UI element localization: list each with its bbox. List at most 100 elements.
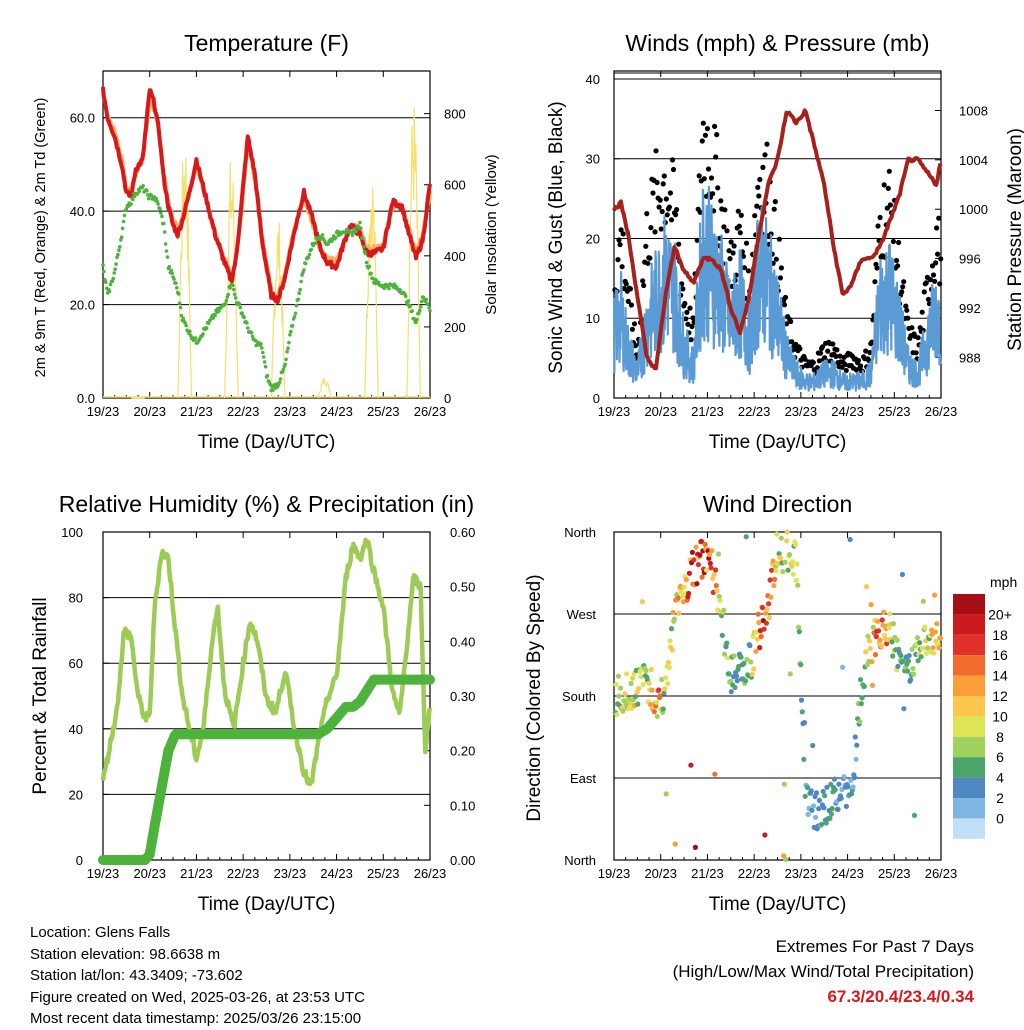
dewpoint-point	[261, 350, 265, 355]
direction-point	[843, 803, 850, 810]
direction-point	[665, 681, 671, 687]
direction-point	[909, 646, 915, 653]
gust-point	[715, 185, 721, 191]
direction-point	[813, 814, 819, 821]
direction-point	[676, 610, 682, 616]
gust-point	[874, 265, 880, 271]
gust-point	[631, 321, 638, 327]
dewpoint-point	[265, 373, 270, 378]
direction-point	[809, 807, 815, 813]
direction-point	[859, 695, 865, 701]
direction-point	[810, 742, 816, 749]
gust-point	[760, 164, 766, 170]
direction-point	[787, 671, 793, 677]
dewpoint-point	[289, 329, 293, 334]
y2-tick-label: 992	[959, 301, 981, 316]
dewpoint-point	[213, 313, 217, 318]
direction-point	[795, 582, 801, 588]
dewpoint-point	[387, 286, 391, 291]
direction-point	[633, 693, 639, 700]
dewpoint-point	[367, 264, 372, 269]
gust-point	[934, 225, 940, 231]
gust-point	[886, 168, 892, 174]
y-tick-label: 40.0	[70, 204, 95, 219]
direction-point	[738, 654, 744, 660]
gust-point	[772, 199, 778, 205]
gust-point	[705, 166, 712, 172]
station-elevation: Station elevation: 98.6638 m	[30, 945, 221, 963]
gust-point	[909, 325, 915, 331]
direction-point	[781, 781, 787, 787]
dewpoint-point	[131, 197, 135, 202]
direction-point	[688, 762, 694, 768]
direction-point	[880, 622, 886, 628]
legend-swatch	[953, 757, 985, 778]
precip-line	[98, 674, 435, 865]
dewpoint-point	[158, 206, 162, 211]
x-axis-label: Time (Day/UTC)	[709, 432, 847, 453]
direction-point	[755, 611, 761, 617]
y-tick-label: 40	[586, 72, 600, 87]
dewpoint-point	[246, 326, 250, 330]
dewpoint-point	[121, 219, 126, 224]
dewpoint-point	[112, 271, 116, 275]
direction-point	[639, 599, 645, 605]
gust-point	[712, 123, 718, 129]
dewpoint-point	[363, 251, 368, 256]
gust-point	[670, 166, 677, 173]
direction-point	[773, 568, 779, 574]
direction-point	[711, 572, 717, 578]
dewpoint-point	[110, 279, 115, 284]
gust-point	[627, 286, 634, 292]
direction-point	[695, 562, 702, 568]
gust-point	[937, 281, 943, 287]
x-tick-label: 20/23	[644, 404, 677, 419]
direction-point	[624, 671, 630, 677]
dewpoint-point	[108, 282, 113, 287]
dewpoint-point	[303, 261, 308, 266]
gust-point	[745, 268, 752, 274]
dewpoint-point	[217, 309, 221, 313]
gust-point	[905, 315, 911, 321]
legend-label: 14	[992, 668, 1008, 684]
direction-point	[760, 605, 766, 611]
gust-point	[885, 185, 891, 191]
direction-point	[707, 560, 713, 567]
gust-point	[730, 250, 736, 256]
gust-point	[689, 323, 695, 330]
dewpoint-point	[175, 286, 179, 290]
dewpoint-point	[147, 196, 151, 201]
direction-point	[932, 629, 938, 635]
extremes-subtitle: (High/Low/Max Wind/Total Precipitation)	[672, 962, 974, 981]
extremes-box: Extremes For Past 7 Days (High/Low/Max W…	[673, 934, 974, 1009]
direction-point	[780, 569, 786, 575]
gust-point	[923, 280, 929, 286]
gust-point	[755, 184, 761, 190]
gust-point	[782, 294, 789, 300]
dewpoint-point	[263, 364, 268, 369]
dewpoint-point	[294, 303, 299, 308]
direction-point	[751, 666, 757, 672]
gust-point	[640, 278, 646, 284]
gust-point	[872, 279, 878, 285]
dewpoint-point	[107, 289, 112, 294]
dewpoint-point	[376, 280, 381, 285]
gust-point	[915, 335, 921, 341]
dewpoint-point	[176, 292, 181, 296]
direction-point	[778, 555, 784, 561]
direction-point	[821, 805, 827, 811]
figure-created: Figure created on Wed, 2025-03-26, at 23…	[30, 988, 365, 1006]
direction-point	[692, 844, 699, 851]
gust-point	[830, 341, 836, 347]
gust-point	[660, 181, 666, 187]
gust-point	[737, 230, 743, 236]
direction-point	[770, 558, 776, 564]
extremes-values: 67.3/20.4/23.4/0.34	[827, 987, 974, 1006]
dewpoint-point	[283, 362, 288, 367]
legend-swatch	[953, 594, 985, 615]
dewpoint-point	[427, 306, 431, 310]
direction-point	[663, 791, 669, 797]
direction-point	[932, 592, 938, 598]
direction-point	[850, 784, 856, 790]
extremes-title: Extremes For Past 7 Days	[775, 937, 974, 956]
